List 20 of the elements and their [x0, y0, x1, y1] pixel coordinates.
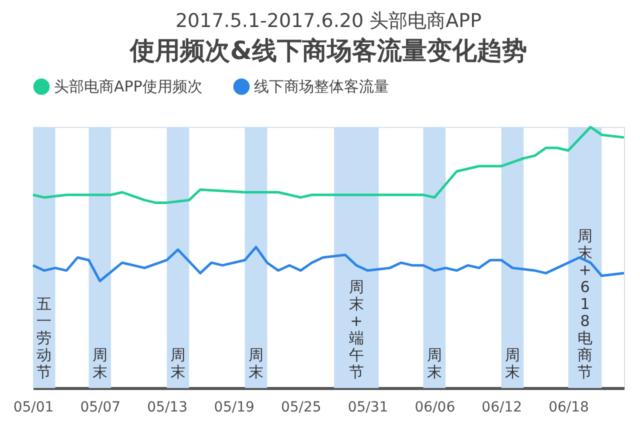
legend-label: 头部电商APP使用频次: [54, 78, 202, 96]
chart-title: 2017.5.1-2017.6.20 头部电商APP: [175, 10, 482, 32]
x-tick-label: 05/01: [13, 400, 54, 416]
band-label: 周末: [504, 346, 520, 381]
band-label: 周末: [170, 346, 186, 381]
band-label: 周末+端午节: [348, 278, 364, 381]
band-label: 五一劳动节: [36, 295, 52, 381]
x-tick-label: 06/18: [548, 400, 589, 416]
x-tick-label: 05/25: [280, 400, 322, 416]
band-label: 周末: [248, 346, 264, 381]
x-tick-label: 05/13: [147, 400, 188, 416]
x-tick-label: 05/07: [80, 400, 121, 416]
legend-label: 线下商场整体客流量: [254, 78, 389, 96]
chart-subtitle: 使用频次&线下商场客流量变化趋势: [129, 36, 527, 65]
x-tick-label: 06/12: [482, 400, 522, 416]
band-label: 周末: [426, 346, 442, 381]
x-tick-label: 05/31: [348, 400, 388, 416]
x-tick-label: 05/19: [214, 400, 254, 416]
x-tick-label: 06/06: [414, 400, 456, 416]
band-label: 周末: [92, 346, 108, 381]
